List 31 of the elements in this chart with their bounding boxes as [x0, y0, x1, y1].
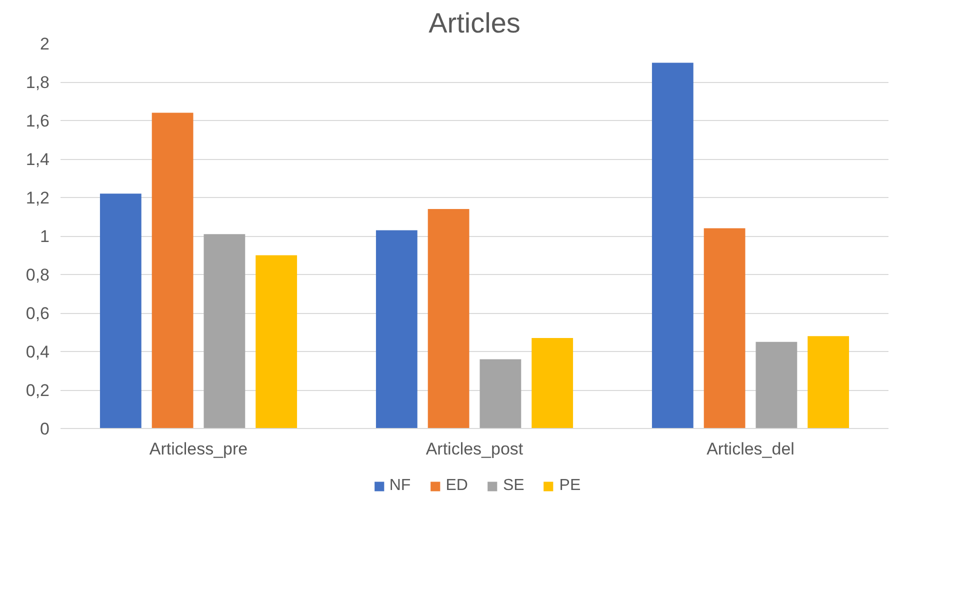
bar: [152, 112, 194, 428]
bar: [704, 228, 746, 428]
y-tick-label: 1,6: [26, 112, 50, 130]
x-tick-label: Articless_pre: [149, 440, 248, 458]
legend-label: NF: [389, 477, 411, 495]
y-tick-label: 0: [40, 420, 50, 438]
bar: [756, 342, 798, 428]
bar: [376, 230, 418, 428]
y-tick-label: 1: [40, 227, 50, 246]
y-tick-label: 1,2: [26, 188, 50, 208]
y-tick-label: 1,4: [26, 150, 50, 169]
x-tick-label: Articles_del: [706, 440, 794, 458]
bar: [100, 194, 142, 428]
y-tick-label: 1,8: [26, 73, 50, 92]
bar: [532, 338, 574, 428]
y-tick-label: 0,4: [26, 342, 50, 362]
x-tick-label: Articles_post: [426, 440, 524, 458]
legend-label: ED: [446, 477, 468, 495]
bar: [652, 62, 694, 428]
y-tick-label: 0,8: [26, 266, 50, 284]
legend-label: SE: [502, 477, 524, 495]
bar: [808, 336, 850, 428]
y-tick-label: 0,2: [26, 381, 50, 400]
y-tick-label: 0,6: [26, 304, 50, 323]
chart-title: Articles: [428, 8, 520, 38]
bar: [480, 359, 522, 428]
bar: [428, 209, 470, 428]
legend-label: PE: [559, 477, 581, 495]
bar: [204, 234, 246, 428]
bar: [256, 255, 298, 428]
y-tick-label: 2: [40, 34, 50, 54]
